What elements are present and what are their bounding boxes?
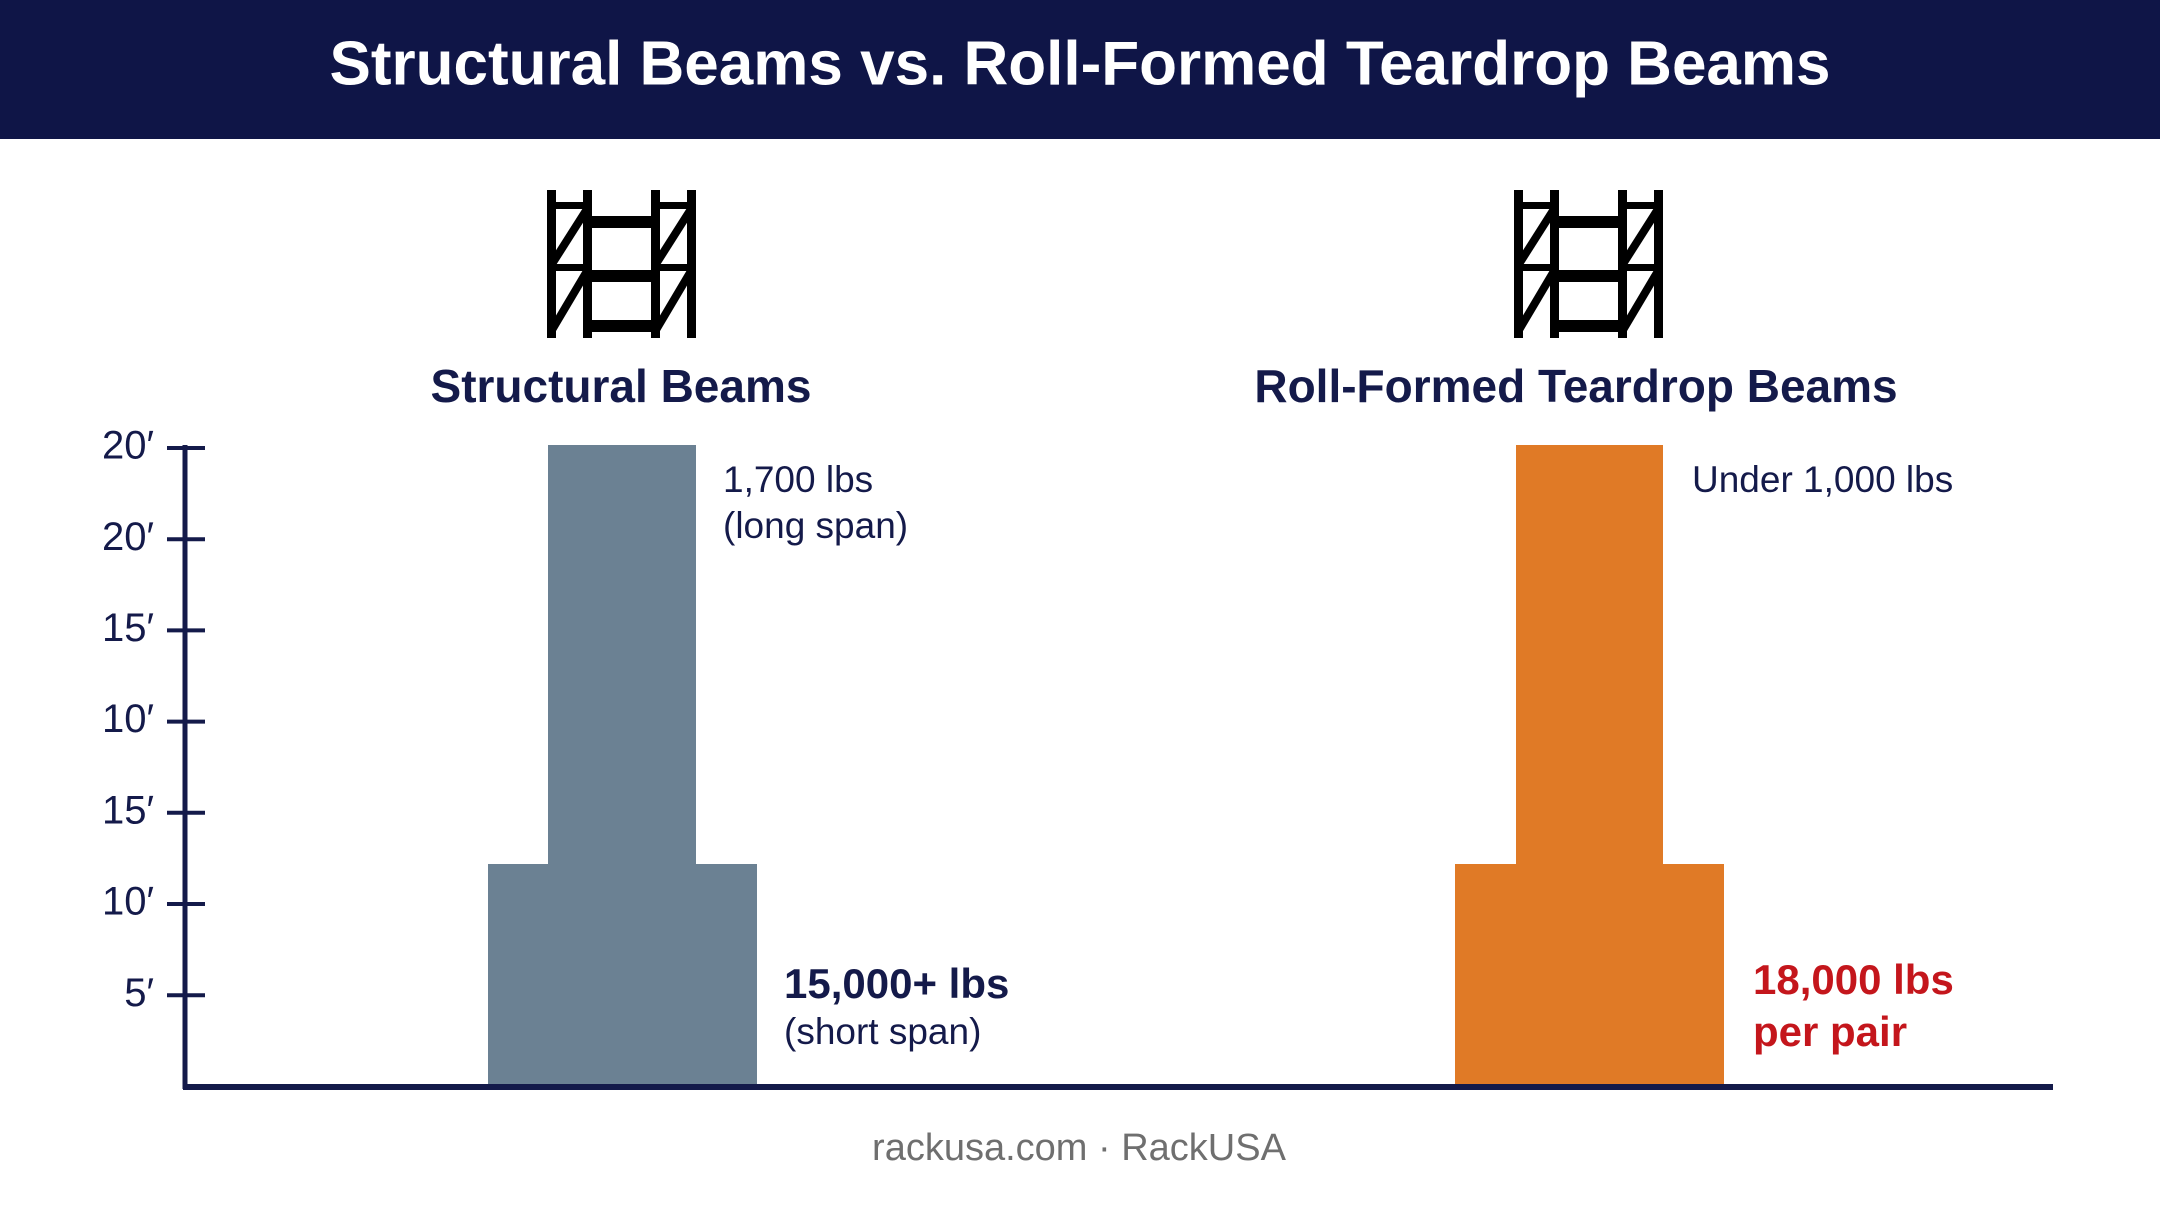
tick-label: 15′ bbox=[102, 788, 154, 832]
title: Structural Beams vs. Roll-Formed Teardro… bbox=[329, 29, 1830, 98]
lower-label: 18,000 lbs bbox=[1753, 956, 1954, 1003]
tick-label: 15′ bbox=[102, 606, 154, 650]
upper-label: (long span) bbox=[723, 505, 908, 546]
rack-icon bbox=[547, 190, 696, 338]
tick-label: 20′ bbox=[102, 424, 154, 468]
header-bar bbox=[0, 0, 2160, 139]
footer: rackusa.com · RackUSA bbox=[872, 1127, 1287, 1169]
tick-label: 20′ bbox=[102, 515, 154, 559]
tick-label: 10′ bbox=[102, 880, 154, 924]
lower-label: per pair bbox=[1753, 1008, 1907, 1055]
panel-title: Roll-Formed Teardrop Beams bbox=[1254, 360, 1897, 412]
upper-label: 1,700 lbs bbox=[723, 459, 873, 500]
tick-label: 5′ bbox=[124, 971, 154, 1015]
lower-label: 15,000+ lbs bbox=[784, 960, 1009, 1007]
lower-block bbox=[488, 864, 757, 1087]
panel-title: Structural Beams bbox=[431, 360, 812, 412]
lower-label: (short span) bbox=[784, 1011, 981, 1052]
rack-icon bbox=[1514, 190, 1663, 338]
lower-block bbox=[1455, 864, 1724, 1087]
tick-label: 10′ bbox=[102, 697, 154, 741]
upper-label: Under 1,000 lbs bbox=[1692, 459, 1953, 500]
